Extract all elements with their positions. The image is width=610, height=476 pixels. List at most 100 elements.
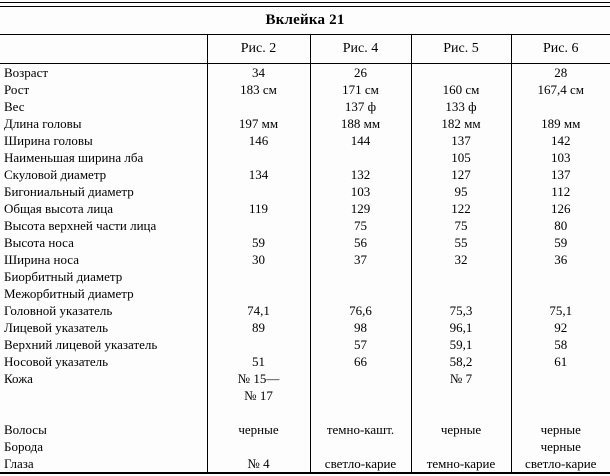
cell [206,149,310,166]
cell: светло-карие [309,455,411,473]
cell: 59 [510,234,610,251]
cell: № 7 [410,370,511,387]
table-row: Кожа № 15— № 7 [0,370,610,387]
cell: 197 мм [206,115,310,132]
row-label: Высота носа [4,235,74,250]
row-label [0,404,207,421]
cell: черные [206,421,310,438]
cell: 89 [206,319,310,336]
cell: 122 [410,200,511,217]
row-label: Бигониальный диаметр [4,184,134,199]
table-row: Верхний лицевой указатель 57 59,1 58 [0,336,610,353]
cell: 188 мм [309,115,411,132]
row-label: Рост [4,82,30,97]
cell: 61 [510,353,610,370]
row-label: Глаза [4,456,34,471]
cell: темно-кашт. [309,421,411,438]
table-row: Скуловой диаметр 134 132 127 137 [0,166,610,183]
cell: черные [510,421,610,438]
table-row: Рост 183 см 171 см 160 см 167,4 см [0,81,610,98]
table-row: Межорбитный диаметр [0,285,610,302]
table-row: Высота верхней части лица 75 75 80 [0,217,610,234]
cell [510,370,610,387]
cell: 34 [206,63,310,81]
cell: 189 мм [510,115,610,132]
row-label: Борода [4,439,43,454]
cell: 129 [309,200,411,217]
cell: 80 [510,217,610,234]
cell: 58,2 [410,353,511,370]
cell [309,268,411,285]
row-label: Лицевой указатель [4,320,109,335]
cell [309,404,411,421]
cell: 171 см [309,81,411,98]
cell: 37 [309,251,411,268]
table-row-spacer [0,404,610,421]
cell: 134 [206,166,310,183]
cell [309,149,411,166]
row-label: Кожа [4,371,33,386]
row-label: Головной указатель [4,303,113,318]
cell: 66 [309,353,411,370]
anthropometric-table: Рис. 2 Рис. 4 Рис. 5 Рис. 6 Возраст 34 2… [0,34,610,474]
cell [510,285,610,302]
cell: 146 [206,132,310,149]
cell [309,387,411,404]
table-row: Вес 137 ф 133 ф [0,98,610,115]
cell: 144 [309,132,411,149]
cell: 76,6 [309,302,411,319]
cell: 75 [309,217,411,234]
cell: № 15— [206,370,310,387]
row-label: Ширина головы [4,133,93,148]
cell: 137 [410,132,511,149]
cell: 75,3 [410,302,511,319]
row-label: Скуловой диаметр [4,167,107,182]
cell: 92 [510,319,610,336]
row-label: Наименьшая ширина лба [4,150,144,165]
cell: черные [410,421,511,438]
cell [206,336,310,353]
cell: 112 [510,183,610,200]
cell [206,285,310,302]
cell: 75,1 [510,302,610,319]
cell [206,183,310,200]
row-label: Биорбитный диаметр [4,269,123,284]
cell: 59 [206,234,310,251]
cell: 160 см [410,81,511,98]
cell [410,438,511,455]
cell [410,404,511,421]
cell [309,438,411,455]
table-row: Борода черные [0,438,610,455]
cell: 126 [510,200,610,217]
cell: 74,1 [206,302,310,319]
table-row: Бигониальный диаметр 103 95 112 [0,183,610,200]
cell: 75 [410,217,511,234]
cell [206,404,310,421]
cell [309,370,411,387]
cell: 36 [510,251,610,268]
cell [206,217,310,234]
table-row: Лицевой указатель 89 98 96,1 92 [0,319,610,336]
column-header-fig2: Рис. 2 [206,34,310,64]
cell [410,387,511,404]
cell: 119 [206,200,310,217]
row-label: Носовой указатель [4,354,109,369]
cell: 28 [510,63,610,81]
cell: 137 ф [309,98,411,115]
row-label: Вес [4,99,25,114]
cell: 59,1 [410,336,511,353]
cell: 167,4 см [510,81,610,98]
cell: 51 [206,353,310,370]
row-label: Ширина носа [4,252,79,267]
cell: 137 [510,166,610,183]
row-label: Межорбитный диаметр [4,286,134,301]
cell: 103 [309,183,411,200]
cell: 105 [410,149,511,166]
cell: 32 [410,251,511,268]
table-row: Наименьшая ширина лба 105 103 [0,149,610,166]
header-row: Рис. 2 Рис. 4 Рис. 5 Рис. 6 [0,34,610,64]
row-label: Длина головы [4,116,82,131]
cell: 98 [309,319,411,336]
top-double-rule [0,2,610,7]
